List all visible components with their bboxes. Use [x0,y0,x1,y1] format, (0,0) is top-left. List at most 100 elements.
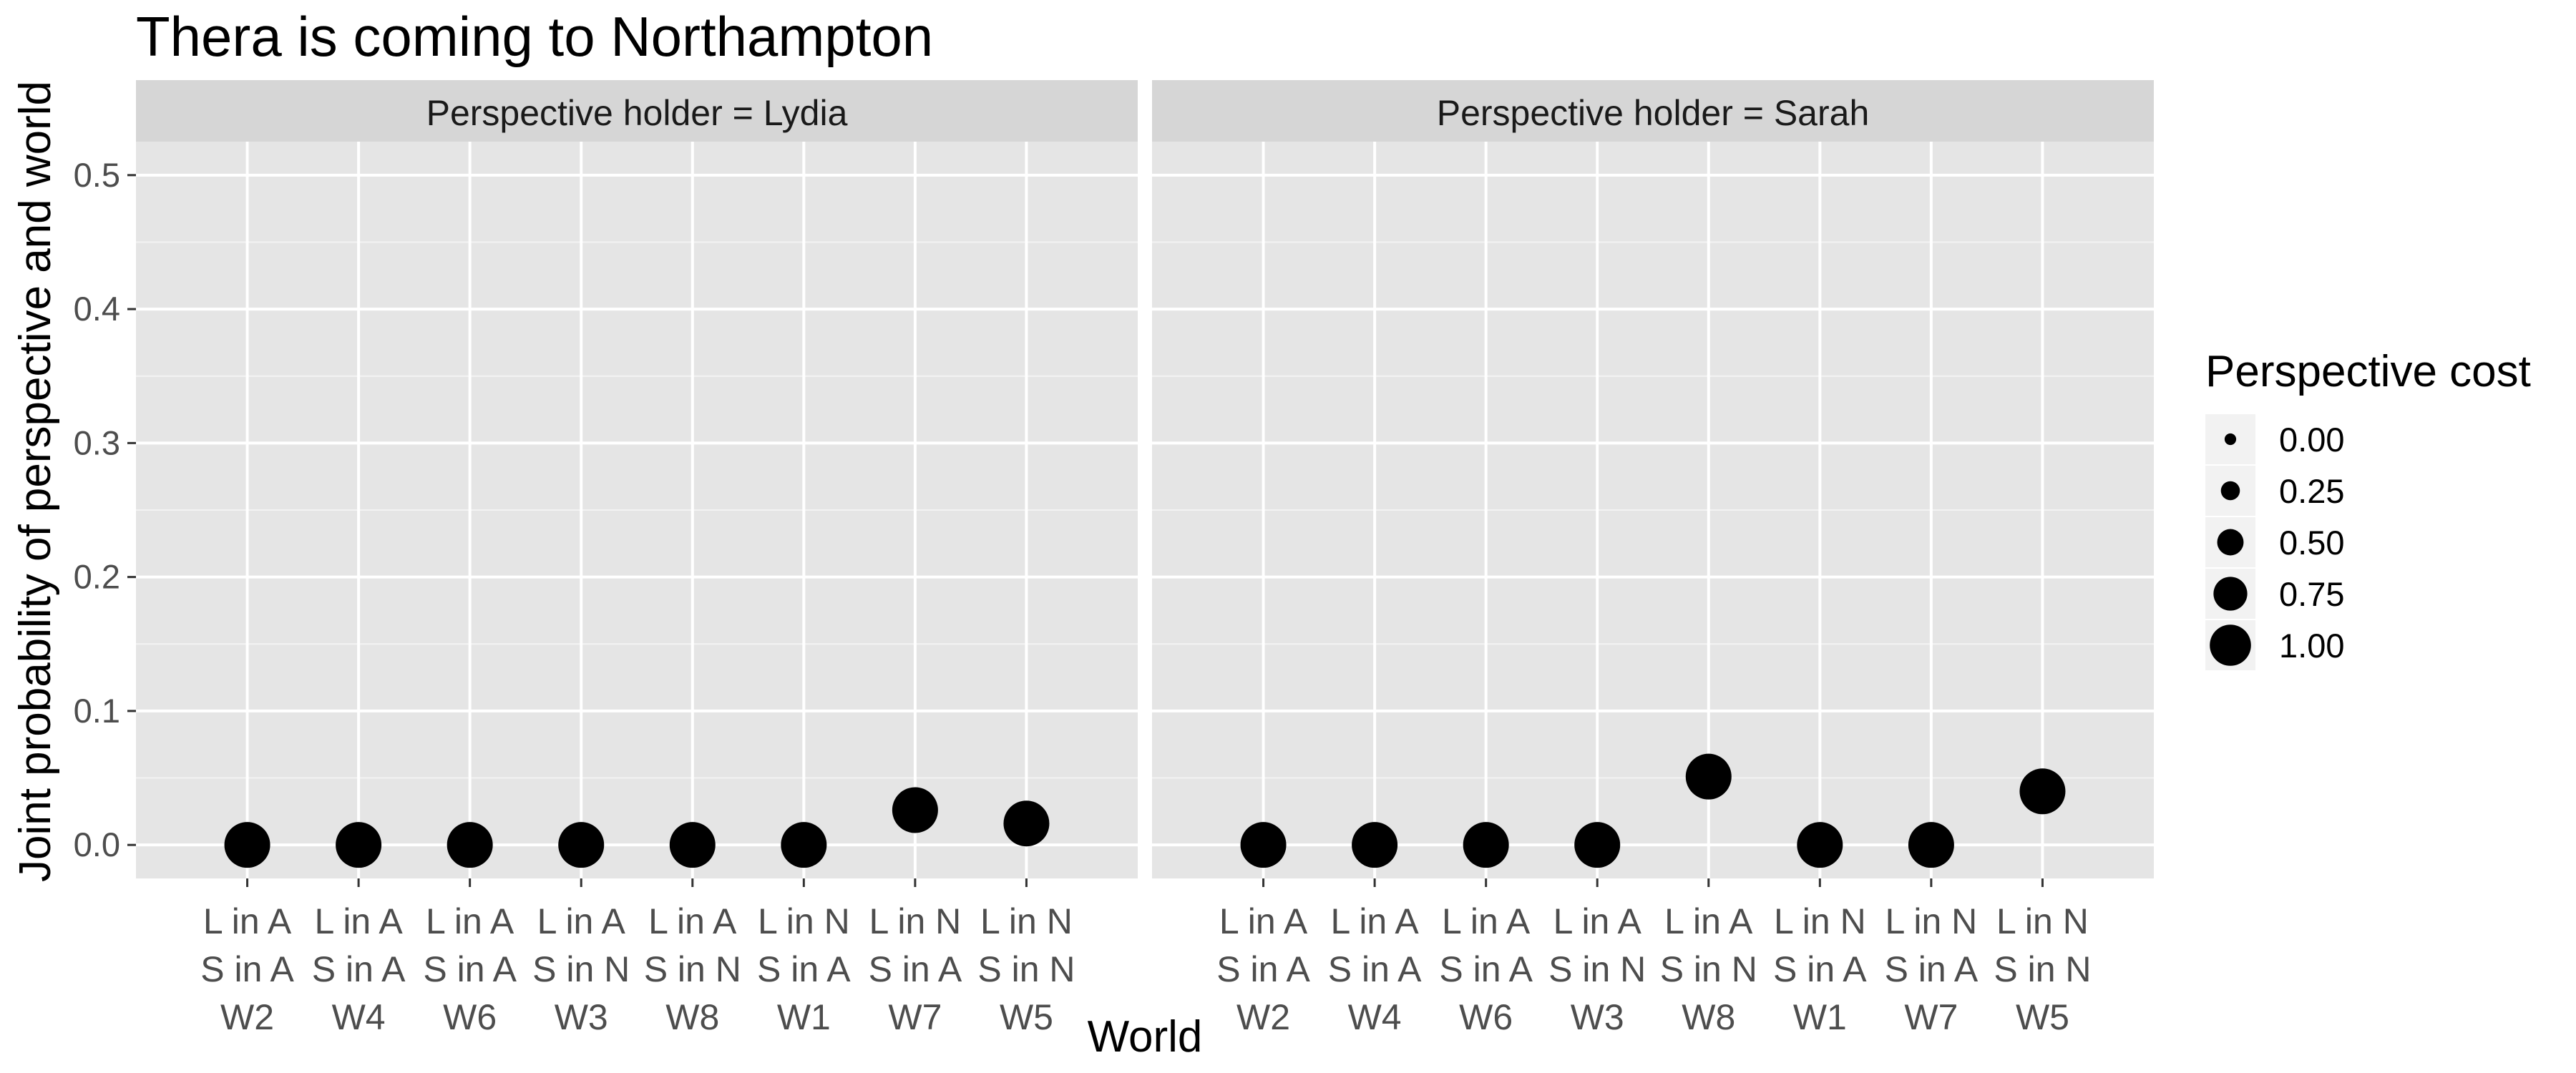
x-tick-label-line: S in A [869,949,962,989]
x-tick-label-line: W2 [1236,997,1290,1037]
chart-title: Thera is coming to Northampton [136,5,933,68]
x-tick-label-line: W5 [1000,997,1053,1037]
x-tick-label-line: L in N [1885,901,1978,941]
x-tick-label: L in A S in N W8 [1660,901,1757,1037]
legend-key-point [2224,433,2237,446]
x-tick-label: L in N S in A W1 [757,901,851,1037]
x-tick-label-line: L in A [1664,901,1753,941]
x-tick-label-line: S in A [1885,949,1979,989]
legend-label: 1.00 [2279,627,2344,665]
x-tick-label-line: W7 [888,997,942,1037]
data-point [1352,822,1398,868]
y-axis-title: Joint probability of perspective and wor… [11,81,60,882]
data-point [558,822,605,868]
data-point [447,822,493,868]
x-tick-label: L in A S in A W2 [1216,901,1310,1037]
data-point [2019,768,2066,815]
data-point [336,822,382,868]
x-tick-label-line: L in N [1774,901,1866,941]
x-tick-label-line: L in A [203,901,292,941]
x-tick-label: L in N S in N W5 [977,901,1075,1037]
x-tick-label-line: S in N [1548,949,1646,989]
x-tick-label-line: L in N [1996,901,2089,941]
panel-strip-label: Perspective holder = Sarah [1437,93,1870,133]
x-tick-label-line: S in A [423,949,517,989]
legend-key-point [2217,529,2244,556]
legend-label: 0.25 [2279,472,2344,510]
x-tick-label-line: W3 [555,997,608,1037]
x-tick-label-line: S in A [200,949,294,989]
x-tick-label: L in A S in A W6 [1439,901,1533,1037]
x-tick-label-line: W6 [1459,997,1513,1037]
x-tick-label-line: W8 [665,997,719,1037]
y-tick-label: 0.3 [74,423,120,461]
x-tick-label-line: S in A [1328,949,1422,989]
x-tick-label-line: S in N [1994,949,2091,989]
legend-title: Perspective cost [2205,347,2531,396]
x-tick-label-line: L in N [980,901,1073,941]
x-tick-label-line: W1 [777,997,831,1037]
x-tick-label: L in N S in N W5 [1994,901,2091,1037]
x-tick-label: L in A S in A W4 [1328,901,1422,1037]
data-point [1574,822,1621,868]
panel-2: Perspective holder = Sarah L in A S in A W2… [1152,80,2154,1037]
panel-strip [136,80,1138,142]
x-tick-label-line: W1 [1793,997,1847,1037]
x-tick-label: L in A S in A W2 [200,901,294,1037]
y-tick-label: 0.2 [74,558,120,596]
x-tick-label: L in N S in A W1 [1773,901,1867,1037]
legend-label: 0.50 [2279,524,2344,562]
x-tick-label: L in N S in A W7 [1885,901,1979,1037]
x-tick-label-line: L in A [1219,901,1308,941]
data-point [1908,822,1954,868]
x-tick-label-line: W4 [332,997,386,1037]
data-point [1463,822,1509,868]
legend-label: 0.75 [2279,575,2344,613]
data-point [1685,753,1732,800]
x-tick-label-line: S in A [1216,949,1310,989]
x-tick-label: L in A S in N W3 [1548,901,1646,1037]
y-tick-label: 0.4 [74,290,120,328]
x-axis-title: World [1088,1012,1203,1062]
x-tick-label-line: L in A [426,901,514,941]
x-tick-label-line: S in N [644,949,741,989]
data-point [669,822,716,868]
legend-key-point [2213,577,2248,611]
panel-strip [1152,80,2154,142]
x-tick-label-line: W8 [1682,997,1735,1037]
data-point [781,822,827,868]
x-tick-label-line: W6 [443,997,497,1037]
y-tick-label: 0.0 [74,825,120,863]
x-tick-label-line: L in N [869,901,962,941]
data-point [1003,800,1050,847]
x-tick-label-line: S in N [532,949,630,989]
legend-label: 0.00 [2279,421,2344,459]
x-tick-label-line: W3 [1571,997,1624,1037]
x-tick-label-line: L in A [648,901,737,941]
x-tick-label-line: L in N [758,901,850,941]
x-tick-label: L in A S in N W8 [644,901,741,1037]
x-tick-label-line: L in A [314,901,403,941]
y-tick-label: 0.1 [74,692,120,730]
x-tick-label-line: L in A [537,901,626,941]
x-tick-label-line: L in A [1442,901,1531,941]
size-legend: Perspective cost 0.00 0.25 0.50 0.75 1.00 [2205,347,2531,670]
panel-strip-label: Perspective holder = Lydia [426,93,848,133]
data-point [1797,822,1843,868]
x-tick-label: L in A S in A W6 [423,901,517,1037]
x-tick-label-line: W4 [1348,997,1402,1037]
x-tick-label-line: W5 [2016,997,2069,1037]
x-tick-label-line: W7 [1904,997,1958,1037]
x-tick-label-line: S in N [1660,949,1757,989]
x-tick-label: L in N S in A W7 [869,901,962,1037]
x-tick-label-line: L in A [1330,901,1419,941]
panel-1: Perspective holder = Lydia L in A S in A W2… [136,80,1138,1037]
y-tick-label: 0.5 [74,156,120,194]
x-tick-label-line: S in A [1773,949,1867,989]
x-tick-label: L in A S in A W4 [312,901,406,1037]
legend-key-point [2210,624,2251,666]
x-tick-label: L in A S in N W3 [532,901,630,1037]
x-tick-label-line: L in A [1553,901,1642,941]
data-point [892,787,938,833]
